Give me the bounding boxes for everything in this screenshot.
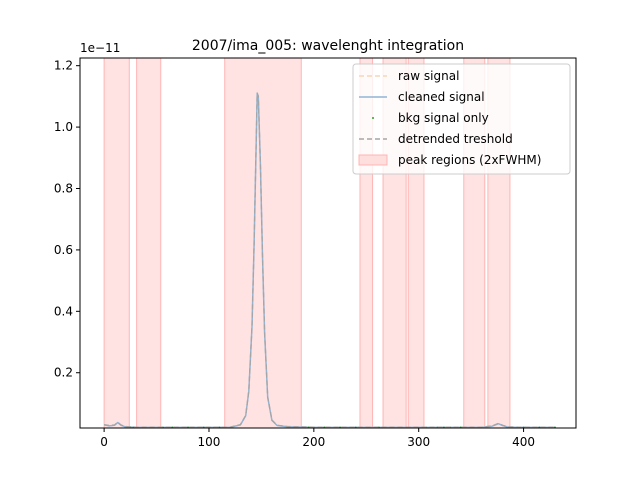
x-tick-label: 200 [302,435,325,449]
series-line-detrended-treshold [103,92,555,428]
y-axis-scale-label: 1e−11 [80,41,120,55]
peak-region-3 [224,58,302,428]
x-tick-label: 400 [512,435,535,449]
y-tick-label: 1.0 [54,120,73,134]
y-tick-label: 0.2 [54,366,73,380]
peak-region-2 [136,58,162,428]
legend: raw signal cleaned signal bkg signal only d… [352,63,571,175]
y-tick-label: 0.4 [54,304,73,318]
x-tick-label: 0 [100,435,108,449]
y-tick-label: 0.6 [54,243,73,257]
legend-label-cleaned-signal: cleaned signal [398,90,485,104]
legend-label-detrended-treshold: detrended treshold [398,132,513,146]
peak-region-1 [103,58,130,428]
x-tick-label: 300 [407,435,430,449]
axes-frame [79,57,577,429]
legend-label-bkg-signal-only: bkg signal only [398,111,489,125]
chart-title: 2007/ima_005: wavelenght integration [192,38,464,54]
legend-handle-bkg-signal-only [372,117,374,119]
x-tick-label: 100 [198,435,221,449]
y-tick-label: 0.8 [54,181,73,195]
legend-box [352,63,571,175]
legend-handle-peak-regions-2xfwhm [358,154,388,166]
legend-label-peak-regions-2xfwhm: peak regions (2xFWHM) [398,153,541,167]
legend-label-raw-signal: raw signal [398,69,459,83]
y-tick-label: 1.2 [54,59,73,73]
